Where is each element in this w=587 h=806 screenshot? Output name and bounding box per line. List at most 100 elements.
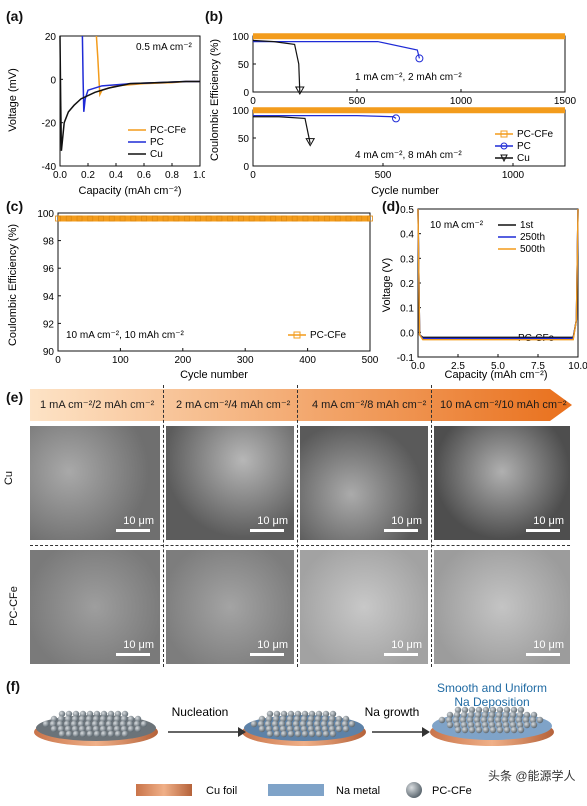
pc-cfe-sphere (329, 730, 337, 738)
divider-row (30, 545, 570, 546)
pc-cfe-sphere (266, 730, 274, 738)
legend-marker (293, 331, 301, 339)
pc-cfe-sphere (335, 715, 343, 723)
y-tick-label: 98 (43, 237, 55, 248)
pc-cfe-sphere (515, 716, 523, 724)
series-marker (194, 215, 201, 222)
pc-cfe-sphere (461, 726, 469, 734)
pc-cfe-sphere (313, 720, 321, 728)
pc-cfe-sphere (488, 721, 496, 729)
series-marker (162, 215, 169, 222)
pc-cfe-sphere (487, 716, 495, 724)
x-tick-label: 0.2 (81, 170, 95, 181)
pc-cfe-sphere (114, 710, 122, 718)
pc-cfe-sphere (522, 716, 530, 724)
chart-c-xlabel: Cycle number (180, 369, 248, 381)
x-tick-label: 10.0 (568, 361, 587, 372)
legend-marker (500, 154, 508, 163)
x-tick-label: 200 (174, 355, 191, 366)
pc-cfe-sphere (517, 726, 525, 734)
arrow-head-growth (422, 727, 430, 737)
pc-cfe-sphere (342, 725, 350, 733)
legend-label: PC-CFe (517, 129, 554, 140)
pc-cfe-sphere (460, 711, 468, 719)
chart-c-ylabel: Coulombic Efficiency (%) (7, 224, 19, 346)
pc-cfe-sphere (301, 730, 309, 738)
pc-cfe-sphere (307, 725, 315, 733)
pc-cfe-sphere (121, 730, 129, 738)
series-marker (55, 215, 61, 222)
scale-bar (116, 529, 150, 532)
pc-cfe-sphere (509, 711, 517, 719)
plot-frame (59, 35, 201, 167)
pc-cfe-sphere (112, 720, 120, 728)
pc-cfe-sphere (293, 725, 301, 733)
pc-cfe-sphere (459, 716, 467, 724)
pc-cfe-sphere (466, 716, 474, 724)
schematic-f: Nucleation Na growth Smooth and Uniform … (34, 681, 576, 798)
scale-bar (250, 653, 284, 656)
pc-cfe-sphere (273, 730, 281, 738)
pc-cfe-sphere (71, 725, 79, 733)
pc-cfe-sphere (280, 730, 288, 738)
pc-cfe-sphere (510, 706, 518, 714)
y-tick-label: 0 (243, 162, 249, 173)
y-tick-label: 0.1 (400, 304, 414, 315)
y-tick-label: -20 (42, 119, 57, 130)
x-tick-label: 500 (349, 96, 366, 107)
pc-cfe-sphere (501, 716, 509, 724)
pc-cfe-sphere (121, 710, 129, 718)
pc-cfe-sphere (100, 710, 108, 718)
series-marker (345, 215, 352, 222)
y-tick-label: 50 (238, 134, 250, 145)
pc-cfe-sphere (474, 711, 482, 719)
pc-cfe-sphere (91, 720, 99, 728)
pc-cfe-sphere (85, 715, 93, 723)
pc-cfe-sphere (63, 720, 71, 728)
series-marker-Cu (294, 86, 305, 96)
sem-cu-1: 10 μm (30, 426, 160, 540)
scale-bar (116, 653, 150, 656)
pc-cfe-sphere (57, 725, 65, 733)
y-tick-label: 0.3 (400, 254, 414, 265)
pc-cfe-sphere (120, 725, 128, 733)
pc-cfe-sphere (516, 711, 524, 719)
pc-cfe-sphere (286, 725, 294, 733)
scale-bar-label: 10 μm (391, 639, 422, 651)
pc-cfe-sphere (446, 721, 454, 729)
pc-cfe-sphere (488, 711, 496, 719)
pc-cfe-sphere (314, 725, 322, 733)
pc-cfe-sphere (278, 720, 286, 728)
pc-cfe-sphere (315, 710, 323, 718)
y-tick-label: 0 (50, 75, 56, 86)
pc-cfe-sphere (321, 725, 329, 733)
pc-cfe-sphere (508, 716, 516, 724)
panel-label-e: (e) (6, 389, 24, 405)
series-marker (119, 215, 126, 222)
pc-cfe-sphere (328, 725, 336, 733)
pc-cfe-sphere (113, 725, 121, 733)
pc-cfe-sphere (481, 711, 489, 719)
pc-cfe-sphere (454, 726, 462, 734)
stage-label-1: 1 mA cm⁻²/2 mAh cm⁻² (40, 399, 155, 411)
series-marker (65, 215, 72, 222)
pc-cfe-sphere (70, 720, 78, 728)
x-tick-label: 1000 (450, 96, 473, 107)
x-tick-label: 0.6 (137, 170, 151, 181)
stage-label-2: 2 mA cm⁻²/4 mAh cm⁻² (176, 399, 291, 411)
legend-label: PC-CFe (310, 330, 347, 341)
legend-na-swatch (268, 784, 324, 796)
scale-bar (384, 653, 418, 656)
pc-cfe-sphere (65, 710, 73, 718)
series-marker-PC (415, 54, 424, 63)
pc-cfe-sphere (86, 710, 94, 718)
sem-pccfe-1: 10 μm (30, 550, 160, 664)
x-tick-label: 0.8 (165, 170, 179, 181)
x-tick-label: 0 (250, 96, 256, 107)
series-marker-PC (392, 114, 400, 123)
x-tick-label: 0.0 (53, 170, 67, 181)
pc-cfe-sphere (280, 710, 288, 718)
pc-cfe-sphere (64, 715, 72, 723)
pc-cfe-sphere (294, 730, 302, 738)
y-tick-label: 20 (45, 32, 57, 43)
